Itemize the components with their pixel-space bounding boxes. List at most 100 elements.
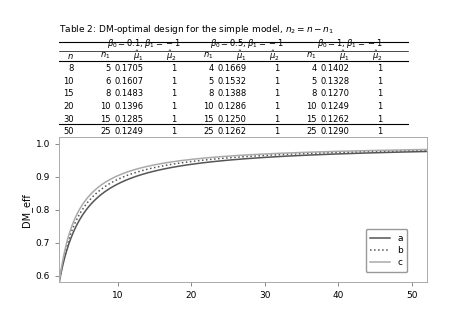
Text: Table 2: DM-optimal design for the simple model, $n_2 = n - n_1$: Table 2: DM-optimal design for the simpl… (59, 23, 334, 36)
b (56, 280, 62, 284)
Text: 0.1669: 0.1669 (218, 64, 246, 73)
Text: 0.1388: 0.1388 (218, 89, 246, 98)
Legend: a, b, c: a, b, c (365, 230, 407, 272)
a (205, 160, 210, 164)
Text: 5: 5 (311, 77, 316, 86)
Text: 0.1402: 0.1402 (320, 64, 349, 73)
Text: 0.1270: 0.1270 (320, 89, 349, 98)
Text: 15: 15 (306, 114, 316, 124)
Text: $n_1$: $n_1$ (203, 51, 213, 61)
Text: 25: 25 (203, 127, 213, 136)
Text: 1: 1 (274, 114, 280, 124)
Text: 25: 25 (306, 127, 316, 136)
Text: 10: 10 (203, 102, 213, 111)
b (349, 150, 355, 154)
Text: 15: 15 (100, 114, 110, 124)
Text: $\hat{\mu}_1$: $\hat{\mu}_1$ (133, 49, 144, 63)
c (349, 149, 355, 153)
Text: 6: 6 (105, 77, 110, 86)
Text: 1: 1 (172, 127, 177, 136)
Text: 0.1249: 0.1249 (115, 127, 144, 136)
Text: 1: 1 (377, 127, 383, 136)
Text: 0.1290: 0.1290 (320, 127, 349, 136)
Text: 5: 5 (105, 64, 110, 73)
Text: 1: 1 (274, 89, 280, 98)
Line: b: b (59, 150, 427, 282)
Text: 8: 8 (69, 64, 74, 73)
Text: 5: 5 (208, 77, 213, 86)
Text: 1: 1 (274, 77, 280, 86)
Text: 8: 8 (105, 89, 110, 98)
Text: 1: 1 (172, 114, 177, 124)
b (205, 158, 210, 162)
c (218, 155, 224, 158)
Text: 10: 10 (64, 77, 74, 86)
Text: 1: 1 (172, 64, 177, 73)
b (424, 148, 429, 152)
Text: 1: 1 (172, 77, 177, 86)
a (349, 152, 355, 155)
Text: 1: 1 (274, 127, 280, 136)
b (309, 152, 314, 155)
c (94, 187, 100, 191)
Text: 15: 15 (203, 114, 213, 124)
Text: 0.1483: 0.1483 (115, 89, 144, 98)
Text: $\beta_0 = 0.1, \beta_1 = -1$: $\beta_0 = 0.1, \beta_1 = -1$ (107, 37, 181, 50)
Text: $n$: $n$ (67, 52, 74, 61)
a (218, 159, 224, 163)
Text: 1: 1 (172, 89, 177, 98)
Text: 1: 1 (377, 77, 383, 86)
b (94, 191, 100, 195)
Text: $n_1$: $n_1$ (306, 51, 316, 61)
Text: 8: 8 (311, 89, 316, 98)
c (56, 280, 62, 284)
a (343, 152, 348, 156)
Text: 20: 20 (64, 102, 74, 111)
Text: 0.1607: 0.1607 (115, 77, 144, 86)
c (424, 148, 429, 152)
Text: $\hat{\mu}_2$: $\hat{\mu}_2$ (269, 49, 280, 63)
Text: 0.1262: 0.1262 (320, 114, 349, 124)
c (343, 149, 348, 153)
Line: a: a (59, 152, 427, 282)
Text: 8: 8 (208, 89, 213, 98)
a (56, 280, 62, 284)
a (94, 196, 100, 200)
Text: 1: 1 (274, 102, 280, 111)
Text: 0.1249: 0.1249 (320, 102, 349, 111)
Text: 0.1396: 0.1396 (115, 102, 144, 111)
a (309, 153, 314, 157)
Text: 0.1328: 0.1328 (320, 77, 349, 86)
c (205, 156, 210, 160)
Text: $n_1$: $n_1$ (100, 51, 110, 61)
Text: 10: 10 (100, 102, 110, 111)
Text: $\beta_0 = 1, \beta_1 = -1$: $\beta_0 = 1, \beta_1 = -1$ (317, 37, 382, 50)
b (343, 150, 348, 154)
a (424, 150, 429, 153)
Text: 0.1286: 0.1286 (218, 102, 246, 111)
Text: 0.1262: 0.1262 (218, 127, 246, 136)
Text: $\hat{\mu}_1$: $\hat{\mu}_1$ (339, 49, 349, 63)
Line: c: c (59, 150, 427, 282)
Text: 25: 25 (100, 127, 110, 136)
Text: $\hat{\mu}_2$: $\hat{\mu}_2$ (372, 49, 383, 63)
Text: 4: 4 (311, 64, 316, 73)
Text: 1: 1 (274, 64, 280, 73)
Text: 0.1250: 0.1250 (218, 114, 246, 124)
Text: 1: 1 (377, 89, 383, 98)
Y-axis label: DM_eff: DM_eff (21, 193, 32, 227)
Text: 0.1705: 0.1705 (115, 64, 144, 73)
Text: 1: 1 (377, 102, 383, 111)
Text: 10: 10 (306, 102, 316, 111)
Text: $\beta_0 = 0.5, \beta_1 = -1$: $\beta_0 = 0.5, \beta_1 = -1$ (210, 37, 283, 50)
c (309, 150, 314, 154)
Text: $\hat{\mu}_2$: $\hat{\mu}_2$ (166, 49, 177, 63)
Text: 15: 15 (64, 89, 74, 98)
Text: 0.1285: 0.1285 (115, 114, 144, 124)
b (218, 157, 224, 160)
Text: 0.1532: 0.1532 (218, 77, 246, 86)
Text: 1: 1 (377, 64, 383, 73)
Text: 4: 4 (208, 64, 213, 73)
Text: 50: 50 (64, 127, 74, 136)
Text: 30: 30 (64, 114, 74, 124)
